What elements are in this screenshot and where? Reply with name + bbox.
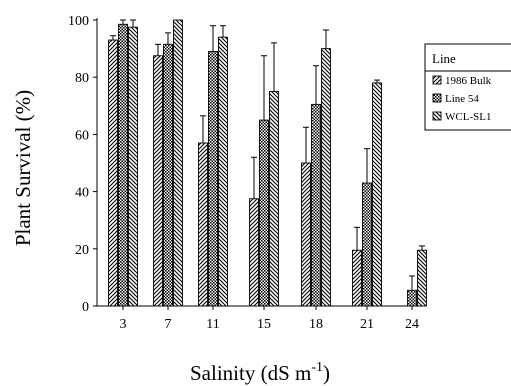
bar-1986-bulk-11 bbox=[198, 142, 208, 307]
y-tick-label: 20 bbox=[75, 243, 89, 258]
x-tick-label: 21 bbox=[360, 317, 374, 332]
legend-title: Line bbox=[432, 51, 456, 66]
legend: Line 1986 Bulk Line 54 WCL-SL1 bbox=[424, 43, 511, 131]
bar-wcl-sl1-3 bbox=[128, 26, 138, 307]
legend-swatch bbox=[432, 93, 442, 103]
plot-area: 0 20 40 60 80 100 3 7 11 15 18 21 24 bbox=[68, 14, 427, 332]
bar-line-54-18 bbox=[311, 103, 321, 307]
bar-wcl-sl1-15 bbox=[269, 91, 279, 307]
legend-label: 1986 Bulk bbox=[445, 75, 492, 87]
legend-swatch bbox=[432, 111, 442, 121]
y-tick-label: 40 bbox=[75, 186, 89, 201]
legend-label: WCL-SL1 bbox=[445, 111, 491, 123]
legend-label: Line 54 bbox=[445, 93, 479, 105]
bar-wcl-sl1-7 bbox=[173, 19, 183, 307]
x-tick-label: 11 bbox=[206, 317, 219, 332]
x-tick-label: 3 bbox=[120, 317, 127, 332]
x-axis-label-superscript: -1 bbox=[311, 360, 323, 375]
x-tick-label: 24 bbox=[405, 317, 419, 332]
bar-wcl-sl1-21 bbox=[372, 82, 382, 307]
bar-1986-bulk-21 bbox=[352, 249, 362, 307]
bar-line-54-7 bbox=[163, 43, 173, 307]
x-axis-label: Salinity (dS m-1) bbox=[190, 360, 330, 385]
bar-wcl-sl1-24 bbox=[417, 249, 427, 307]
y-tick-label: 80 bbox=[75, 71, 89, 86]
bar-1986-bulk-18 bbox=[301, 162, 311, 307]
bar-line-54-11 bbox=[208, 51, 218, 307]
bar-1986-bulk-3 bbox=[108, 39, 118, 307]
x-tick-label: 7 bbox=[165, 317, 172, 332]
bar-line-54-21 bbox=[362, 182, 372, 307]
bar-wcl-sl1-18 bbox=[321, 48, 331, 307]
bar-wcl-sl1-11 bbox=[218, 36, 228, 307]
y-tick-label: 60 bbox=[75, 128, 89, 143]
y-tick-label: 0 bbox=[82, 300, 89, 315]
x-tick-label: 15 bbox=[257, 317, 271, 332]
bar-1986-bulk-7 bbox=[153, 55, 163, 307]
bar-line-54-24 bbox=[407, 289, 417, 307]
legend-swatch bbox=[432, 75, 442, 85]
y-tick-label: 100 bbox=[68, 14, 89, 29]
x-tick-label: 18 bbox=[309, 317, 323, 332]
bar-line-54-15 bbox=[259, 119, 269, 307]
bar-line-54-3 bbox=[118, 23, 128, 307]
y-axis-label: Plant Survival (%) bbox=[11, 90, 35, 246]
bar-1986-bulk-15 bbox=[249, 198, 259, 307]
